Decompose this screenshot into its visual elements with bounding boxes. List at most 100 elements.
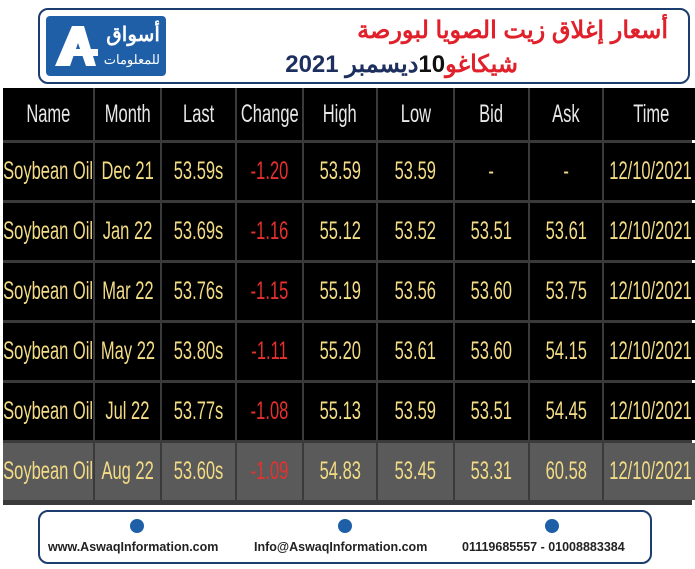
- table-cell: 53.59: [304, 143, 376, 200]
- table-cell: 12/10/2021: [604, 383, 695, 440]
- table-cell: 12/10/2021: [604, 203, 695, 260]
- cell-text: 53.77s: [173, 397, 224, 425]
- table-cell: -1.11: [237, 323, 302, 380]
- cell-text: 12/10/2021: [609, 217, 693, 245]
- cell-text: 53.59: [394, 157, 437, 185]
- table-cell: 53.60: [455, 323, 528, 380]
- table-cell: 55.13: [304, 383, 376, 440]
- cell-text: 55.20: [319, 337, 361, 365]
- table-cell: 53.61: [378, 323, 453, 380]
- website: www.AswaqInformation.com: [48, 540, 219, 554]
- cell-text: 12/10/2021: [609, 337, 693, 365]
- title-part: ديسمبر 2021: [285, 51, 419, 78]
- logo-subtext: للمعلومات: [103, 52, 160, 67]
- cell-text: -: [563, 157, 569, 185]
- table-cell: 53.80s: [162, 323, 235, 380]
- table-cell: 53.60: [455, 263, 528, 320]
- table-cell: 53.60s: [162, 443, 235, 500]
- cell-text: 54.15: [545, 337, 587, 365]
- logo-text: أسواق: [106, 24, 160, 46]
- table-cell: Jul 22: [95, 383, 160, 440]
- header-cell: Time: [604, 88, 695, 140]
- table-cell: 53.77s: [162, 383, 235, 440]
- cell-text: 53.61: [545, 217, 587, 245]
- cell-text: 54.45: [545, 397, 587, 425]
- cell-text: -: [488, 157, 495, 185]
- title-part: شيكاغو: [445, 51, 518, 78]
- cell-text: 53.31: [470, 457, 513, 485]
- table-cell: 53.56: [378, 263, 453, 320]
- cell-text: 53.75: [545, 277, 587, 305]
- header-cell: Month: [95, 88, 160, 140]
- cell-text: Last: [182, 99, 215, 128]
- cell-text: 53.45: [394, 457, 437, 485]
- cell-text: -1.16: [250, 217, 289, 245]
- cell-text: May 22: [100, 337, 155, 365]
- cell-text: Time: [632, 99, 670, 128]
- cell-text: Aug 22: [101, 457, 154, 485]
- table-cell: 53.45: [378, 443, 453, 500]
- cell-text: 54.83: [319, 457, 361, 485]
- table-cell: Soybean Oil: [3, 143, 93, 200]
- cell-text: 12/10/2021: [609, 157, 693, 185]
- table-cell: Mar 22: [95, 263, 160, 320]
- cell-text: 53.61: [394, 337, 437, 365]
- table-cell: -: [455, 143, 528, 200]
- logo-mark: [55, 26, 98, 66]
- title-line: شيكاغو10ديسمبر 2021: [285, 50, 518, 79]
- phone-icon: [545, 519, 559, 533]
- table-cell: 54.83: [304, 443, 376, 500]
- table-cell: Soybean Oil: [3, 383, 93, 440]
- cell-text: 53.56: [394, 277, 437, 305]
- cell-text: Ask: [552, 99, 580, 128]
- header-cell: Bid: [455, 88, 528, 140]
- header-cell: Last: [162, 88, 235, 140]
- table-cell: Dec 21: [95, 143, 160, 200]
- cell-text: Change: [240, 99, 299, 128]
- header-cell: High: [304, 88, 376, 140]
- table-cell: May 22: [95, 323, 160, 380]
- table-cell: 12/10/2021: [604, 443, 695, 500]
- cell-text: 12/10/2021: [609, 277, 693, 305]
- cell-text: Jan 22: [102, 217, 153, 245]
- table-cell: 12/10/2021: [604, 263, 695, 320]
- cell-text: Soybean Oil: [3, 457, 93, 485]
- table-cell: -1.09: [237, 443, 302, 500]
- table-cell: Soybean Oil: [3, 443, 93, 500]
- cell-text: 53.59: [394, 397, 437, 425]
- price-table: Name Month Last Change High Low Bid Ask Time Soyb…: [3, 88, 695, 505]
- table-cell: 55.20: [304, 323, 376, 380]
- table-cell: Soybean Oil: [3, 203, 93, 260]
- cell-text: 60.58: [545, 457, 587, 485]
- cell-text: Month: [104, 99, 151, 128]
- cell-text: 12/10/2021: [609, 457, 693, 485]
- cell-text: Dec 21: [101, 157, 154, 185]
- table-cell: 54.15: [530, 323, 602, 380]
- cell-text: 53.51: [470, 217, 513, 245]
- table-cell: Soybean Oil: [3, 323, 93, 380]
- table-cell: -1.08: [237, 383, 302, 440]
- cell-text: Soybean Oil: [3, 217, 93, 245]
- email: Info@AswaqInformation.com: [254, 540, 428, 554]
- table-cell: 53.59s: [162, 143, 235, 200]
- title-part: 10: [418, 51, 446, 78]
- cell-text: Jul 22: [105, 397, 150, 425]
- table-cell: 53.59: [378, 383, 453, 440]
- cell-text: Soybean Oil: [3, 397, 93, 425]
- table-cell: 12/10/2021: [604, 323, 695, 380]
- table-cell: 53.31: [455, 443, 528, 500]
- cell-text: 53.59s: [173, 157, 224, 185]
- table-cell: 12/10/2021: [604, 143, 695, 200]
- cell-text: 53.60s: [173, 457, 224, 485]
- cell-text: 53.52: [394, 217, 437, 245]
- table-cell: -1.16: [237, 203, 302, 260]
- cell-text: High: [323, 99, 357, 128]
- cell-text: 55.13: [319, 397, 361, 425]
- cell-text: 53.59: [319, 157, 361, 185]
- header-box: أسواق للمعلومات أسعار إغلاق زيت الصويا ل…: [38, 8, 690, 84]
- cell-text: Mar 22: [101, 277, 154, 305]
- table-cell: -1.15: [237, 263, 302, 320]
- table-cell: 55.19: [304, 263, 376, 320]
- table-cell: Aug 22: [95, 443, 160, 500]
